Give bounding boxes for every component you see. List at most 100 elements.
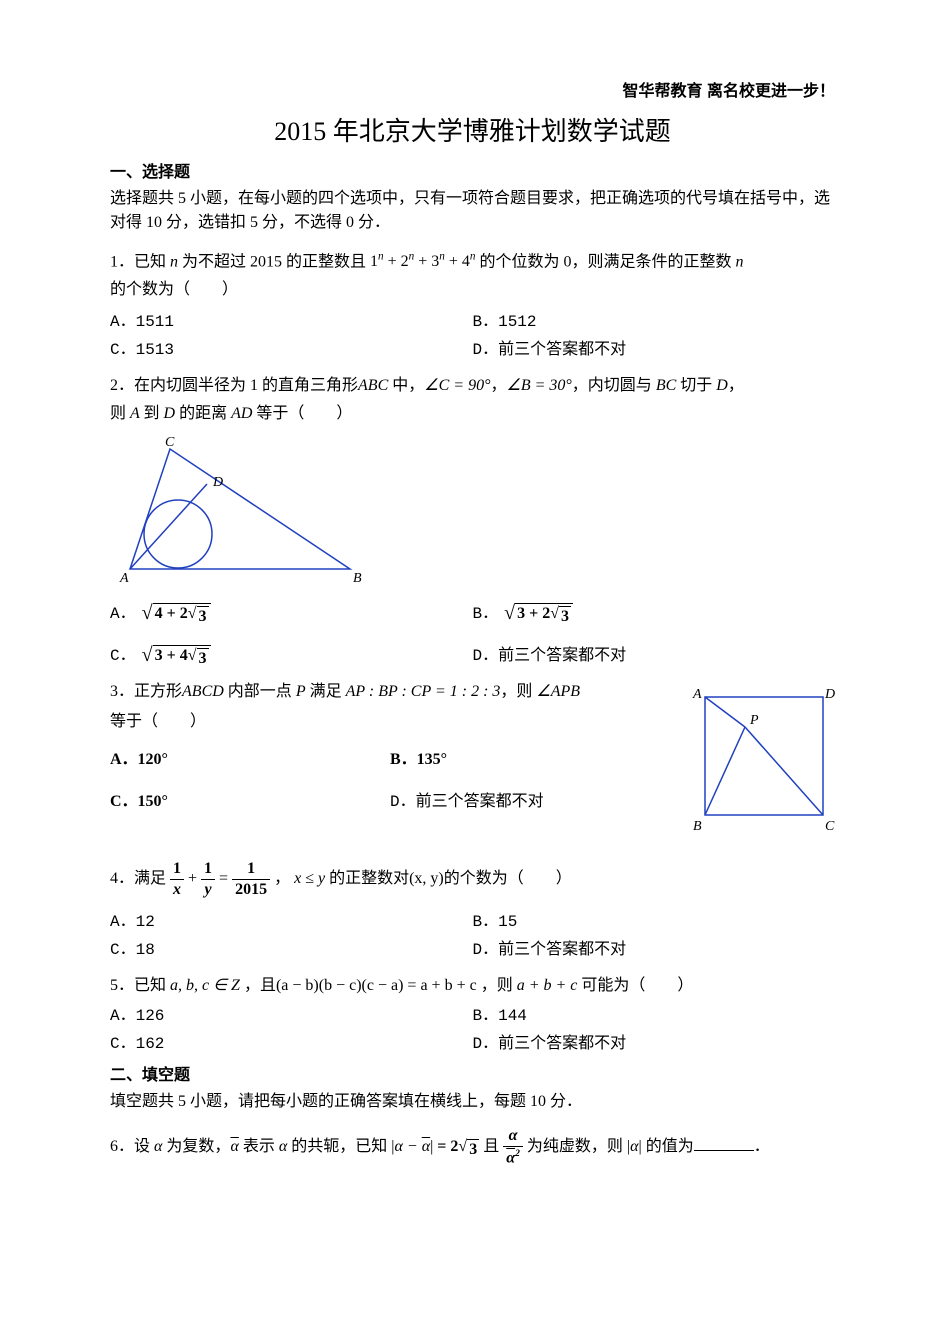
q6-eqt: = 2 xyxy=(437,1138,458,1155)
q2-opt-a: A． √ 4 + 2√3 xyxy=(110,600,473,628)
q2-opt-d: D．前三个答案都不对 xyxy=(473,642,836,670)
q2-l2a: 则 xyxy=(110,405,126,422)
q3-m3: ，则 xyxy=(500,683,536,700)
q2-ad: AD xyxy=(227,405,256,422)
q2-opt-c: C． √ 3 + 4√3 xyxy=(110,642,473,670)
q2-line2: 则 A 到 D 的距离 AD 等于（ ） xyxy=(110,402,835,426)
q2c-sqrt: √ 3 + 4√3 xyxy=(142,645,211,668)
q6-alpha2: α xyxy=(279,1138,287,1155)
q5-m1: ，且 xyxy=(244,977,276,994)
q6-fn: α xyxy=(503,1128,523,1147)
q3-figure: A D B C P xyxy=(685,682,835,845)
section-1-header: 一、选择题 xyxy=(110,161,835,185)
q4-f3d: 2015 xyxy=(232,880,270,898)
q3-ratio: AP : BP : CP = 1 : 2 : 3 xyxy=(346,683,501,700)
q3-fig-b: B xyxy=(693,819,702,834)
q2-lead: 2．在内切圆半径为 1 的直角三角形 xyxy=(110,377,358,394)
q4-f1d: x xyxy=(170,880,184,898)
q4-opt-b: B．15 xyxy=(473,908,836,936)
q6-s3: 3 xyxy=(469,1141,477,1158)
q2-abc: ABC xyxy=(358,377,388,394)
q2c-outer: 3 + 4 xyxy=(155,647,188,664)
page-title: 2015 年北京大学博雅计划数学试题 xyxy=(110,112,835,151)
q1-mid2: 的个位数为 0，则满足条件的正整数 xyxy=(480,253,732,270)
q1-e2: 2 xyxy=(401,253,409,270)
q6-m4: 且 xyxy=(483,1138,503,1155)
q5-opt-a: A．126 xyxy=(110,1002,473,1030)
q4-comma: ， xyxy=(274,871,294,888)
q4-f3n: 1 xyxy=(232,861,270,880)
q2b-outer: 3 + 2 xyxy=(517,605,550,622)
q2c-inner: 3 xyxy=(197,648,209,668)
q4-frac2: 1y xyxy=(201,861,215,898)
q2-options-1: A． √ 4 + 2√3 B． √ 3 + 2√3 xyxy=(110,600,835,628)
q6-abs1: |α − α| xyxy=(391,1138,433,1155)
q6-text: 6．设 α 为复数，α 表示 α 的共轭，已知 |α − α| = 2√3 且 … xyxy=(110,1128,835,1166)
q5-prod: (a − b)(b − c)(c − a) = a + b + c xyxy=(276,977,477,994)
q3-abcd: ABCD xyxy=(182,683,224,700)
q4-eq: = xyxy=(219,871,232,888)
q3b: B．135° xyxy=(390,751,447,768)
q2b-label: B． xyxy=(473,602,499,626)
q1-n: n xyxy=(166,253,182,270)
q1-opt-a: A．1511 xyxy=(110,308,473,336)
q4-options-1: A．12 B．15 xyxy=(110,908,835,936)
q3-opt-d: D．前三个答案都不对 xyxy=(390,788,670,816)
q4-opt-c: C．18 xyxy=(110,936,473,964)
q6-abar: α xyxy=(230,1138,238,1155)
q1-opt-d: D．前三个答案都不对 xyxy=(473,336,836,364)
q3-block: A D B C P 3．正方形ABCD 内部一点 P 满足 AP : BP : … xyxy=(110,680,835,845)
q4-pair: (x, y) xyxy=(409,871,444,888)
q5-opt-c: C．162 xyxy=(110,1030,473,1058)
fig-label-c: C xyxy=(165,435,175,450)
section-2-instructions: 填空题共 5 小题，请把每小题的正确答案填在横线上，每题 10 分． xyxy=(110,1090,835,1114)
q3-fig-a: A xyxy=(692,687,702,702)
q6-eq: = 2 xyxy=(437,1138,458,1155)
q4-plus: + xyxy=(188,871,201,888)
square-diagram: A D B C P xyxy=(685,682,835,837)
q3-opt-c: C．150° xyxy=(110,788,390,816)
q2-angc: ∠C = 90° xyxy=(424,377,490,394)
q4-f2d: y xyxy=(201,880,215,898)
q1-opt-c: C．1513 xyxy=(110,336,473,364)
q4-mid: 的正整数对 xyxy=(329,871,409,888)
q6-lead: 6．设 xyxy=(110,1138,150,1155)
q2-t: ， xyxy=(728,377,744,394)
q2-avar: A xyxy=(126,405,143,422)
q4-opt-a: A．12 xyxy=(110,908,473,936)
q2a-outer: 4 + 2 xyxy=(155,605,188,622)
q2c-label: C． xyxy=(110,644,136,668)
q5-options-1: A．126 B．144 xyxy=(110,1002,835,1030)
q3-lead: 3．正方形 xyxy=(110,683,182,700)
q6-m3: 的共轭，已知 xyxy=(287,1138,387,1155)
q5-options-2: C．162 D．前三个答案都不对 xyxy=(110,1030,835,1058)
q3-options-2: C．150° D．前三个答案都不对 xyxy=(110,788,670,816)
q2-c1: ， xyxy=(490,377,506,394)
q6-abar2: α xyxy=(422,1138,430,1155)
q5-opt-b: B．144 xyxy=(473,1002,836,1030)
q4-opt-d: D．前三个答案都不对 xyxy=(473,936,836,964)
q2-m3: 切于 xyxy=(676,377,716,394)
q2b-inner: 3 xyxy=(559,606,571,626)
q1-e4: 4 xyxy=(462,253,470,270)
q1-expr: 1n + 2n + 3n + 4n xyxy=(370,253,475,270)
q6-absexpr: α − xyxy=(394,1138,421,1155)
q2-options-2: C． √ 3 + 4√3 D．前三个答案都不对 xyxy=(110,642,835,670)
q1-text: 1．已知 n 为不超过 2015 的正整数且 1n + 2n + 3n + 4n… xyxy=(110,249,835,274)
q5-abc: a, b, c ∈ Z xyxy=(166,977,244,994)
q6-m5: 为纯虚数，则 xyxy=(527,1138,627,1155)
q6-fd: α xyxy=(506,1150,515,1167)
q3-fig-c: C xyxy=(825,819,835,834)
q1-p1: + xyxy=(384,253,401,270)
q5-lead: 5．已知 xyxy=(110,977,166,994)
q3-apb: ∠APB xyxy=(536,683,580,700)
q3-p: P xyxy=(296,683,306,700)
q2-l2d: 等于（ ） xyxy=(256,405,352,422)
section-1-instructions: 选择题共 5 小题，在每小题的四个选项中，只有一项符合题目要求，把正确选项的代号… xyxy=(110,187,835,235)
q3-opt-a: A．120° xyxy=(110,746,390,774)
q5-opt-d: D．前三个答案都不对 xyxy=(473,1030,836,1058)
q3-fig-d: D xyxy=(824,687,835,702)
fig-label-a: A xyxy=(119,571,129,584)
q6-absa: α xyxy=(630,1138,638,1155)
q1-s4: n xyxy=(470,251,476,263)
